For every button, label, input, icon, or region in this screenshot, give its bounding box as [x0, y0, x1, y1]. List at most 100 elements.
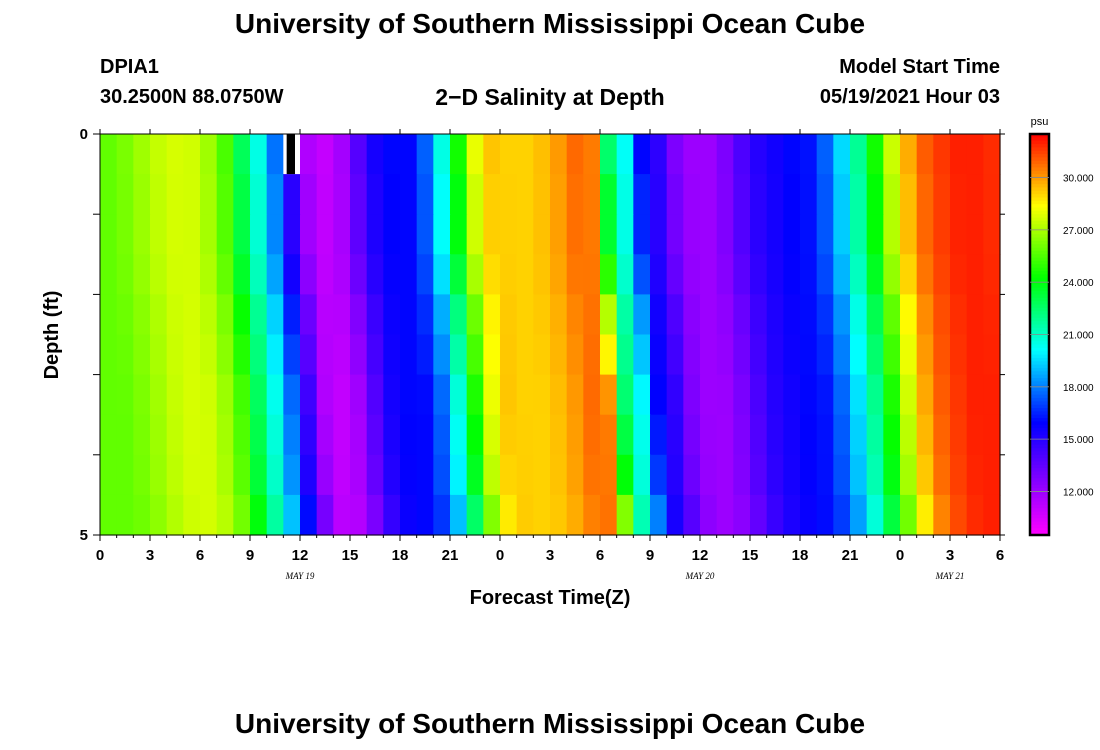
colorbar-swatch — [1030, 451, 1049, 456]
heat-cell — [733, 134, 751, 175]
x-tick-label: 6 — [196, 547, 204, 564]
heat-cell — [333, 334, 351, 376]
heat-cell — [300, 174, 318, 215]
heat-cell — [866, 374, 884, 416]
heat-cell — [233, 134, 251, 175]
heat-cell — [383, 174, 401, 215]
heat-cell — [533, 214, 551, 255]
heat-cell — [483, 494, 501, 536]
heat-cell — [866, 414, 884, 456]
heat-cell — [133, 214, 151, 255]
heat-cell — [550, 134, 568, 175]
colorbar-swatch — [1030, 147, 1049, 152]
colorbar-swatch — [1030, 421, 1049, 426]
heat-cell — [516, 454, 534, 496]
heat-cell — [400, 414, 418, 456]
heat-cell — [266, 214, 284, 255]
heat-cell — [916, 334, 934, 376]
heat-cell — [550, 494, 568, 536]
heat-cell — [583, 294, 601, 336]
heat-cell — [766, 454, 784, 496]
y-axis-title: Depth (ft) — [41, 291, 63, 380]
colorbar-swatch — [1030, 374, 1049, 379]
heat-cell — [650, 174, 668, 215]
heat-cell — [633, 254, 651, 295]
colorbar-swatch — [1030, 311, 1049, 316]
heat-cell — [716, 294, 734, 336]
heat-cell — [216, 294, 234, 336]
heat-cell — [450, 494, 468, 536]
heat-cell — [816, 374, 834, 416]
heat-cell — [183, 494, 201, 536]
model-start-label: Model Start Time — [839, 56, 1000, 78]
heat-cell — [616, 134, 634, 175]
colorbar-swatch — [1030, 488, 1049, 493]
heat-cell — [483, 454, 501, 496]
colorbar-swatch — [1030, 307, 1049, 312]
heat-cell — [633, 134, 651, 175]
heat-cell — [233, 214, 251, 255]
heat-cell — [816, 294, 834, 336]
heat-cell — [200, 374, 218, 416]
heat-cell — [783, 174, 801, 215]
colorbar-tick-label: 18.000 — [1063, 383, 1094, 394]
heat-cell — [600, 254, 618, 295]
heat-cell — [750, 414, 768, 456]
heat-cell — [833, 374, 851, 416]
heat-cell — [333, 214, 351, 255]
colorbar-swatch — [1030, 264, 1049, 269]
heat-cell — [983, 214, 1001, 255]
heat-cell — [466, 334, 484, 376]
heat-cell — [800, 334, 818, 376]
heat-cell — [416, 494, 434, 536]
colorbar-swatch — [1030, 444, 1049, 449]
heat-cell — [650, 494, 668, 536]
heat-cell — [350, 374, 368, 416]
heat-cell — [350, 454, 368, 496]
heat-cell — [666, 174, 684, 215]
heat-cell — [700, 414, 718, 456]
heat-cell — [416, 214, 434, 255]
colorbar-swatch — [1030, 267, 1049, 272]
heat-cell — [633, 494, 651, 536]
chart-subtitle: 2−D Salinity at Depth — [435, 84, 665, 110]
colorbar-swatch — [1030, 254, 1049, 259]
heat-cell — [216, 374, 234, 416]
heat-cell — [983, 414, 1001, 456]
heat-cell — [566, 454, 584, 496]
heat-cell — [166, 414, 184, 456]
colorbar-swatch — [1030, 164, 1049, 169]
heat-cell — [366, 174, 384, 215]
heat-cell — [166, 174, 184, 215]
colorbar-swatch — [1030, 140, 1049, 145]
colorbar-swatch — [1030, 361, 1049, 366]
heat-cell — [400, 374, 418, 416]
heat-cell — [750, 214, 768, 255]
colorbar-swatch — [1030, 187, 1049, 192]
heat-cell — [266, 334, 284, 376]
colorbar-swatch — [1030, 314, 1049, 319]
heat-cell — [433, 494, 451, 536]
heat-cell — [600, 414, 618, 456]
heat-cell — [783, 334, 801, 376]
heat-cell — [733, 254, 751, 295]
colorbar-swatch — [1030, 197, 1049, 202]
heat-cell — [700, 374, 718, 416]
heat-cell — [383, 374, 401, 416]
heat-cell — [483, 254, 501, 295]
heat-cell — [933, 334, 951, 376]
heat-cell — [166, 254, 184, 295]
heat-cell — [833, 414, 851, 456]
colorbar-swatch — [1030, 491, 1049, 496]
colorbar-swatch — [1030, 210, 1049, 215]
heat-cell — [750, 174, 768, 215]
page-title: University of Southern Mississippi Ocean… — [234, 8, 866, 39]
heat-cell — [866, 214, 884, 255]
heat-cell — [800, 414, 818, 456]
heat-cell — [750, 134, 768, 175]
heat-cell — [200, 134, 218, 175]
colorbar-swatch — [1030, 284, 1049, 289]
heat-cell — [433, 454, 451, 496]
heat-cell — [616, 454, 634, 496]
heat-cell — [716, 174, 734, 215]
